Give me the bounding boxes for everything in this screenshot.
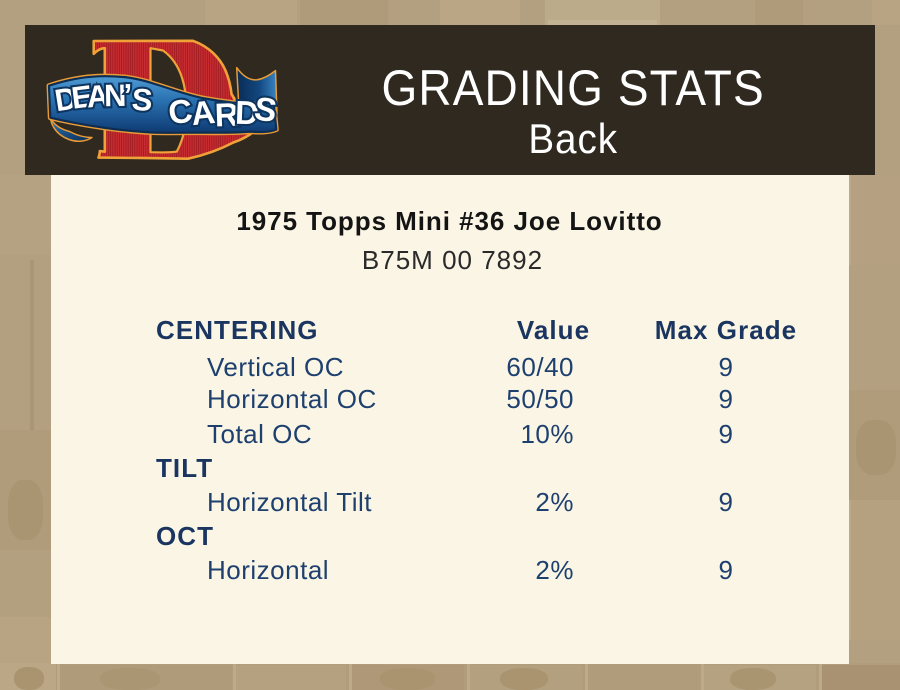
svg-text:N: N [104, 78, 127, 113]
svg-text:’: ’ [123, 77, 132, 112]
svg-text:A: A [85, 78, 110, 114]
svg-text:D: D [235, 94, 260, 132]
svg-text:A: A [189, 93, 217, 132]
svg-text:S: S [131, 82, 154, 118]
svg-text:R: R [214, 96, 239, 134]
